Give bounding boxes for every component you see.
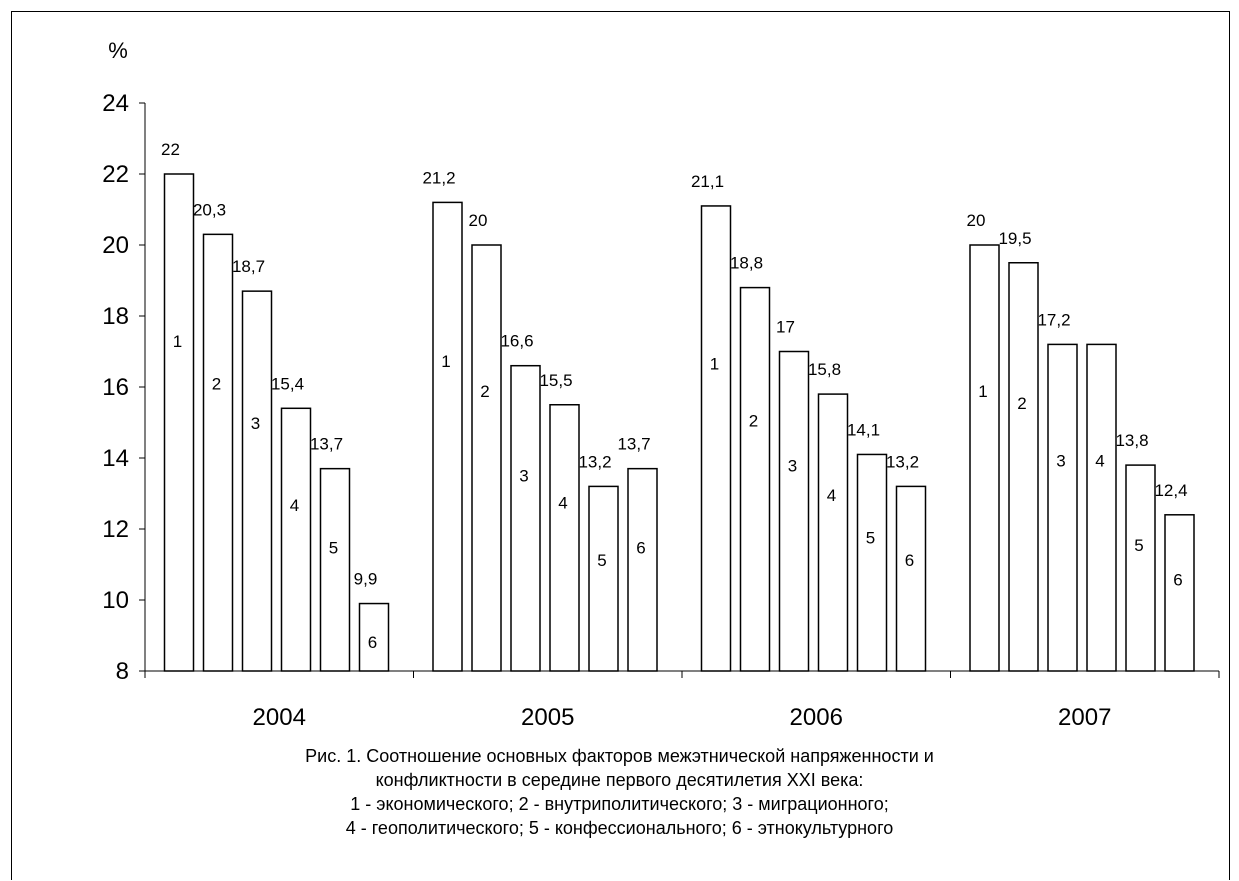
bar-index-label: 2	[749, 412, 758, 431]
y-tick-label: 24	[102, 90, 129, 117]
bar	[510, 364, 541, 672]
bar	[280, 407, 312, 672]
x-category-label: 2006	[790, 704, 843, 731]
bar-index-label: 6	[368, 633, 377, 652]
bar	[627, 467, 658, 672]
bar-value-label: 14,1	[847, 420, 880, 439]
bar	[358, 602, 390, 672]
bar-index-label: 2	[212, 374, 221, 393]
bar	[817, 393, 849, 672]
bar-value-label: 13,7	[310, 435, 343, 454]
bar	[895, 485, 927, 672]
bar	[1047, 343, 1078, 672]
chart-frame	[11, 11, 1230, 880]
bar-index-label: 3	[519, 466, 528, 485]
y-tick-label: 12	[102, 516, 129, 543]
bar-value-label: 13,8	[1115, 431, 1148, 450]
bar	[700, 205, 732, 672]
y-tick-label: 20	[102, 232, 129, 259]
bar-value-label: 13,2	[578, 452, 611, 471]
bar-value-label: 17	[776, 318, 795, 337]
bar-index-label: 1	[978, 382, 987, 401]
chart-bars: 22120,3218,7315,4413,759,9621,2120216,63…	[161, 140, 1195, 672]
bar	[856, 453, 888, 672]
bar-index-label: 3	[788, 456, 797, 475]
bar-value-label: 9,9	[354, 570, 378, 589]
bar	[739, 286, 771, 672]
bar	[778, 350, 810, 672]
bar-index-label: 3	[251, 414, 260, 433]
bar-value-label: 18,8	[730, 254, 763, 273]
bar-value-label: 20	[469, 211, 488, 230]
bar	[588, 485, 619, 672]
bar-index-label: 1	[710, 354, 719, 373]
bar-value-label: 21,1	[691, 172, 724, 191]
bar-value-label: 15,5	[539, 371, 572, 390]
bar-index-label: 1	[441, 352, 450, 371]
bar	[1164, 514, 1195, 672]
bar-index-label: 5	[1134, 536, 1143, 555]
bar-index-label: 6	[1173, 571, 1182, 590]
x-category-label: 2005	[521, 704, 574, 731]
bar-value-label: 13,2	[886, 452, 919, 471]
bar	[432, 201, 463, 672]
bar-index-label: 4	[290, 496, 299, 515]
bar-index-label: 5	[329, 538, 338, 557]
bar-index-label: 1	[173, 332, 182, 351]
bar-value-label: 16,6	[500, 332, 533, 351]
y-tick-label: 14	[102, 445, 129, 472]
bar	[471, 244, 502, 672]
caption-line-2: конфликтности в середине первого десятил…	[375, 770, 864, 790]
bar-value-label: 20	[967, 211, 986, 230]
bar	[319, 467, 351, 672]
y-tick-label: 8	[116, 658, 129, 685]
y-tick-label: 16	[102, 374, 129, 401]
bar-index-label: 3	[1056, 451, 1065, 470]
bar	[163, 173, 195, 672]
bar-value-label: 20,3	[193, 200, 226, 219]
bar-index-label: 6	[636, 538, 645, 557]
caption-line-3: 1 - экономического; 2 - внутриполитическ…	[350, 794, 889, 814]
y-tick-label: 22	[102, 161, 129, 188]
figure-caption: Рис. 1. Соотношение основных факторов ме…	[0, 744, 1239, 840]
bar-value-label: 18,7	[232, 257, 265, 276]
x-category-label: 2004	[253, 704, 306, 731]
caption-line-4: 4 - геополитического; 5 - конфессиональн…	[345, 818, 894, 838]
bar	[241, 290, 273, 672]
y-tick-label: 10	[102, 587, 129, 614]
x-category-label: 2007	[1058, 704, 1111, 731]
bar-value-label: 19,5	[998, 229, 1031, 248]
bar	[1008, 262, 1039, 672]
bar-value-label: 13,7	[617, 435, 650, 454]
bar-index-label: 4	[827, 486, 836, 505]
bar-value-label: 15,4	[271, 374, 304, 393]
bar-index-label: 4	[558, 494, 567, 513]
bar-index-label: 5	[597, 551, 606, 570]
bar	[1125, 464, 1156, 672]
caption-line-1: Рис. 1. Соотношение основных факторов ме…	[305, 746, 934, 766]
bar-index-label: 5	[866, 528, 875, 547]
bar-value-label: 12,4	[1154, 481, 1187, 500]
y-unit-label: %	[108, 38, 128, 63]
y-tick-label: 18	[102, 303, 129, 330]
bar-value-label: 22	[161, 140, 180, 159]
bar	[549, 404, 580, 672]
bar	[202, 233, 234, 672]
bar	[1086, 343, 1117, 672]
bar-index-label: 6	[905, 551, 914, 570]
bar-index-label: 4	[1095, 451, 1104, 470]
bar-value-label: 21,2	[422, 168, 455, 187]
bar-value-label: 17,2	[1037, 310, 1070, 329]
bar-value-label: 15,8	[808, 360, 841, 379]
bar-index-label: 2	[1017, 394, 1026, 413]
bar-index-label: 2	[480, 382, 489, 401]
bar	[969, 244, 1000, 672]
